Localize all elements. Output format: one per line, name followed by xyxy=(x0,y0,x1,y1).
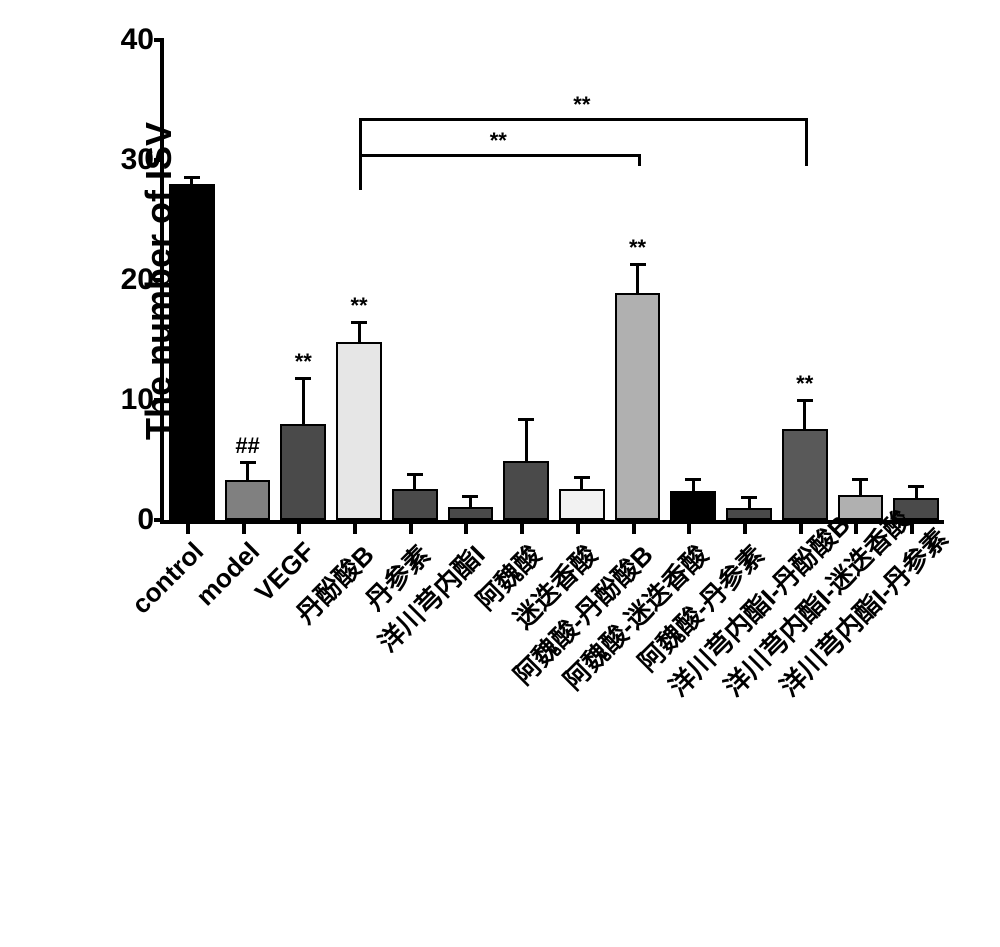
error-bar-cap xyxy=(462,495,478,498)
bar-group xyxy=(169,40,215,520)
comparison-significance: ** xyxy=(490,128,507,154)
significance-marker: ## xyxy=(235,433,259,459)
bar-group xyxy=(448,40,494,520)
bar xyxy=(225,480,271,520)
comparison-bracket-drop xyxy=(359,118,362,190)
bar xyxy=(392,489,438,520)
error-bar-cap xyxy=(518,418,534,421)
significance-marker: ** xyxy=(796,371,813,397)
y-tick-label: 20 xyxy=(104,263,154,297)
x-tick-mark xyxy=(464,524,468,534)
x-tick-mark xyxy=(520,524,524,534)
bar-group xyxy=(893,40,939,520)
comparison-bracket xyxy=(359,154,638,157)
comparison-bracket-drop xyxy=(638,154,641,166)
bar-group xyxy=(336,40,382,520)
y-tick-mark xyxy=(154,158,164,162)
error-bar-cap xyxy=(741,496,757,499)
bar-group xyxy=(782,40,828,520)
bar-group xyxy=(392,40,438,520)
x-tick-mark xyxy=(576,524,580,534)
bar xyxy=(726,508,772,520)
x-tick-mark xyxy=(186,524,190,534)
error-bar-cap xyxy=(685,478,701,481)
y-tick-label: 30 xyxy=(104,143,154,177)
error-bar-line xyxy=(636,263,639,293)
error-bar-cap xyxy=(407,473,423,476)
error-bar-cap xyxy=(351,321,367,324)
bar xyxy=(559,489,605,520)
plot-area: 010203040##************ xyxy=(160,40,944,524)
x-tick-mark xyxy=(409,524,413,534)
x-tick-mark xyxy=(687,524,691,534)
bar xyxy=(280,424,326,520)
error-bar-cap xyxy=(574,476,590,479)
x-tick-mark xyxy=(353,524,357,534)
x-tick-mark xyxy=(910,524,914,534)
comparison-significance: ** xyxy=(573,92,590,118)
bar xyxy=(169,184,215,520)
error-bar-cap xyxy=(630,263,646,266)
chart-container: The number of ISV 010203040##***********… xyxy=(0,0,1000,947)
bar xyxy=(615,293,661,520)
error-bar-cap xyxy=(240,461,256,464)
error-bar-cap xyxy=(797,399,813,402)
x-tick-mark xyxy=(297,524,301,534)
bar xyxy=(670,491,716,520)
error-bar-cap xyxy=(908,485,924,488)
x-tick-mark xyxy=(799,524,803,534)
x-tick-mark xyxy=(854,524,858,534)
comparison-bracket xyxy=(359,118,805,121)
y-tick-label: 0 xyxy=(104,503,154,537)
error-bar-line xyxy=(302,377,305,424)
bar-group xyxy=(280,40,326,520)
error-bar-cap xyxy=(295,377,311,380)
bar-group xyxy=(670,40,716,520)
significance-marker: ** xyxy=(629,235,646,261)
comparison-bracket-drop xyxy=(805,118,808,166)
bar-group xyxy=(838,40,884,520)
y-tick-label: 10 xyxy=(104,383,154,417)
y-tick-mark xyxy=(154,518,164,522)
y-tick-mark xyxy=(154,398,164,402)
y-tick-label: 40 xyxy=(104,23,154,57)
bar xyxy=(782,429,828,520)
y-tick-mark xyxy=(154,38,164,42)
error-bar-line xyxy=(525,418,528,461)
x-axis-labels: controlmodelVEGF丹酚酸B丹参素洋川芎内酯I阿魏酸迷迭香酸阿魏酸-… xyxy=(160,524,940,924)
bar-group xyxy=(726,40,772,520)
y-tick-mark xyxy=(154,278,164,282)
error-bar-cap xyxy=(852,478,868,481)
bar xyxy=(838,495,884,520)
x-tick-mark xyxy=(632,524,636,534)
bar xyxy=(336,342,382,520)
bar xyxy=(448,507,494,520)
significance-marker: ** xyxy=(295,349,312,375)
bar xyxy=(503,461,549,520)
error-bar-cap xyxy=(184,176,200,179)
error-bar-line xyxy=(803,399,806,429)
x-tick-mark xyxy=(743,524,747,534)
significance-marker: ** xyxy=(350,293,367,319)
x-tick-mark xyxy=(242,524,246,534)
error-bar-line xyxy=(358,321,361,343)
